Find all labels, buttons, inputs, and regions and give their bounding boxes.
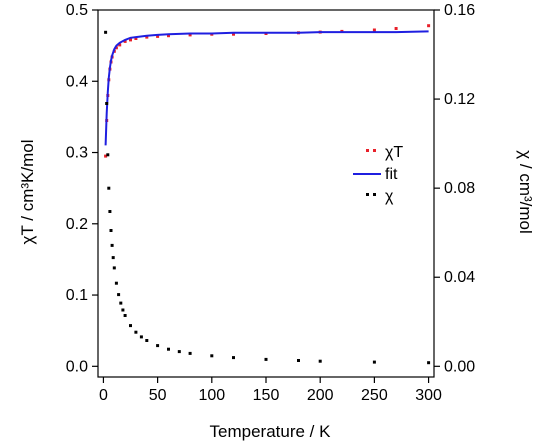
y-axis-left: 0.0 0.1 0.2 0.3 0.4 0.5	[66, 2, 98, 375]
x-tick-label: 300	[415, 387, 442, 404]
data-point-chi	[139, 335, 143, 339]
y-axis-left-label: χT / cm³K/mol	[18, 140, 37, 245]
plot-marks	[104, 24, 431, 365]
y-right-tick-label: 0.04	[444, 269, 475, 286]
data-point-chiT	[167, 34, 170, 38]
y-axis-right-label: χ / cm³/mol	[516, 150, 535, 234]
legend-marker-chi	[366, 193, 369, 196]
legend-entry-fit: fit	[353, 166, 398, 183]
y-right-tick-label: 0.16	[444, 2, 475, 19]
y-left-tick-label: 0.5	[66, 2, 88, 19]
data-point-chi	[372, 360, 376, 364]
data-point-chi	[104, 30, 108, 34]
legend-marker-chi	[373, 193, 376, 196]
data-point-chi	[134, 330, 138, 334]
data-point-chi	[114, 281, 118, 285]
data-point-chi	[210, 354, 214, 358]
legend-label-fit: fit	[385, 166, 398, 183]
x-axis: 0 50 100 150 200 250 300	[99, 377, 442, 404]
x-tick-label: 50	[149, 387, 167, 404]
data-point-chi	[106, 153, 110, 157]
y-axis-right: 0.00 0.04 0.08 0.12 0.16	[434, 2, 475, 375]
y-left-tick-label: 0.2	[66, 216, 88, 233]
y-left-tick-label: 0.4	[66, 73, 88, 90]
legend-entry-chi: χ	[366, 188, 394, 205]
data-point-chiT	[118, 43, 122, 47]
data-point-chi	[167, 347, 170, 351]
data-point-chi	[156, 344, 160, 348]
x-tick-label: 100	[198, 387, 225, 404]
x-tick-label: 150	[253, 387, 280, 404]
y-left-tick-label: 0.0	[66, 358, 88, 375]
data-point-chi	[110, 243, 114, 247]
x-tick-label: 200	[307, 387, 334, 404]
data-point-chi	[112, 266, 116, 270]
data-point-chi	[121, 308, 125, 312]
x-axis-label: Temperature / K	[210, 422, 332, 441]
data-point-chi	[318, 359, 322, 363]
data-point-chiT	[188, 33, 192, 37]
y-right-tick-label: 0.08	[444, 180, 475, 197]
y-left-tick-label: 0.3	[66, 145, 88, 162]
data-point-chiT	[104, 154, 108, 158]
data-point-chi	[427, 361, 431, 365]
legend: χT fit χ	[353, 144, 403, 205]
plot-frame	[97, 9, 435, 378]
data-point-chiT	[394, 27, 398, 30]
data-point-chiT	[123, 39, 127, 43]
legend-marker-chiT	[366, 149, 369, 152]
data-point-chi	[117, 293, 121, 297]
data-point-chiT	[372, 28, 376, 32]
y-left-tick-label: 0.1	[66, 287, 88, 304]
x-tick-label: 0	[99, 387, 108, 404]
x-tick-label: 250	[361, 387, 388, 404]
data-point-chiT	[129, 38, 132, 42]
data-point-chi	[264, 357, 268, 361]
data-point-chiT	[114, 46, 118, 50]
data-point-chi	[177, 350, 181, 354]
data-point-chiT	[134, 37, 138, 40]
data-point-chi	[129, 324, 132, 328]
data-point-chi	[109, 229, 113, 232]
legend-label-chi: χ	[385, 188, 394, 205]
data-point-chi	[119, 301, 123, 305]
y-right-tick-label: 0.12	[444, 91, 475, 108]
data-point-chi	[145, 339, 149, 342]
legend-marker-chiT	[373, 149, 376, 152]
data-point-chiT	[145, 35, 149, 39]
data-point-chiT	[232, 32, 235, 36]
data-point-chi	[188, 351, 192, 355]
data-point-chi	[105, 102, 109, 105]
data-point-chi	[232, 356, 235, 360]
data-point-chiT	[427, 24, 431, 28]
data-point-chi	[107, 186, 111, 190]
data-point-chi	[297, 359, 300, 362]
data-point-chiT	[156, 34, 160, 38]
data-point-chi	[123, 314, 127, 317]
legend-entry-chiT: χT	[366, 144, 403, 161]
series-line-fit	[104, 30, 429, 146]
data-point-chi	[111, 256, 115, 260]
legend-label-chiT: χT	[385, 144, 403, 161]
data-point-chi	[108, 210, 112, 213]
y-right-tick-label: 0.00	[444, 358, 475, 375]
